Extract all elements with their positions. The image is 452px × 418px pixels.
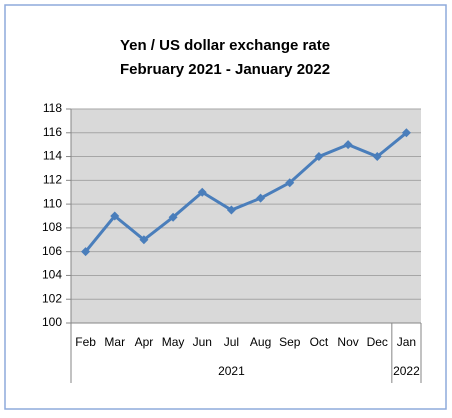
x-tick-label: Feb bbox=[75, 335, 96, 349]
y-tick-label: 106 bbox=[42, 244, 62, 258]
data-point bbox=[372, 152, 382, 162]
x-tick-label: May bbox=[162, 335, 185, 349]
group-label: 2021 bbox=[218, 364, 245, 378]
data-point bbox=[256, 193, 266, 203]
data-point bbox=[110, 211, 120, 221]
plot-area bbox=[71, 109, 421, 323]
x-tick-label: Oct bbox=[310, 335, 329, 349]
y-tick-label: 112 bbox=[43, 173, 62, 187]
y-tick-label: 118 bbox=[43, 101, 62, 115]
y-tick-label: 108 bbox=[42, 220, 62, 234]
x-tick-label: Aug bbox=[250, 335, 271, 349]
data-point bbox=[343, 140, 353, 150]
y-tick-label: 116 bbox=[43, 125, 62, 139]
x-tick-label: Jan bbox=[397, 335, 416, 349]
y-tick-label: 102 bbox=[42, 291, 62, 305]
x-tick-label: Mar bbox=[104, 335, 125, 349]
x-tick-label: Apr bbox=[135, 335, 154, 349]
x-tick-label: Jul bbox=[224, 335, 239, 349]
data-point bbox=[226, 205, 236, 215]
x-tick-label: Nov bbox=[337, 335, 358, 349]
y-tick-label: 110 bbox=[43, 196, 62, 210]
data-point bbox=[314, 152, 324, 162]
chart-title: Yen / US dollar exchange rate bbox=[120, 37, 330, 54]
x-tick-label: Sep bbox=[279, 335, 301, 349]
data-point bbox=[285, 178, 295, 188]
y-tick-label: 100 bbox=[42, 315, 62, 329]
data-point bbox=[168, 212, 178, 222]
data-point bbox=[401, 128, 411, 138]
chart-subtitle: February 2021 - January 2022 bbox=[120, 61, 330, 78]
y-tick-label: 114 bbox=[43, 149, 62, 163]
group-label: 2022 bbox=[393, 364, 420, 378]
x-tick-label: Dec bbox=[367, 335, 388, 349]
data-point bbox=[197, 187, 207, 197]
series-line bbox=[84, 131, 408, 253]
data-point bbox=[81, 247, 91, 257]
y-tick-label: 104 bbox=[42, 268, 62, 282]
x-tick-label: Jun bbox=[193, 335, 212, 349]
data-point bbox=[139, 235, 149, 245]
